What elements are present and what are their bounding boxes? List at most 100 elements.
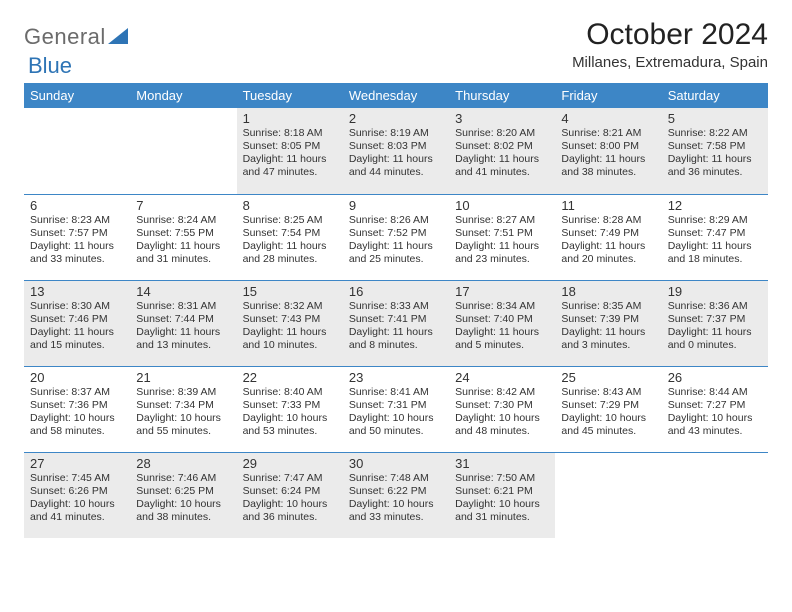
daylight-text: Daylight: 11 hours and 36 minutes. <box>668 153 762 179</box>
calendar-day-cell: 15Sunrise: 8:32 AMSunset: 7:43 PMDayligh… <box>237 280 343 366</box>
sunrise-text: Sunrise: 7:45 AM <box>30 472 124 485</box>
day-number: 15 <box>243 284 337 299</box>
title-block: October 2024 Millanes, Extremadura, Spai… <box>572 18 768 71</box>
day-info: Sunrise: 7:46 AMSunset: 6:25 PMDaylight:… <box>136 472 230 525</box>
daylight-text: Daylight: 11 hours and 10 minutes. <box>243 326 337 352</box>
calendar-day-cell: 19Sunrise: 8:36 AMSunset: 7:37 PMDayligh… <box>662 280 768 366</box>
day-number: 16 <box>349 284 443 299</box>
day-info: Sunrise: 8:44 AMSunset: 7:27 PMDaylight:… <box>668 386 762 439</box>
daylight-text: Daylight: 10 hours and 50 minutes. <box>349 412 443 438</box>
daylight-text: Daylight: 11 hours and 5 minutes. <box>455 326 549 352</box>
sunset-text: Sunset: 6:26 PM <box>30 485 124 498</box>
sunset-text: Sunset: 7:33 PM <box>243 399 337 412</box>
calendar-week-row: 13Sunrise: 8:30 AMSunset: 7:46 PMDayligh… <box>24 280 768 366</box>
daylight-text: Daylight: 11 hours and 33 minutes. <box>30 240 124 266</box>
calendar-header-row: SundayMondayTuesdayWednesdayThursdayFrid… <box>24 83 768 108</box>
daylight-text: Daylight: 10 hours and 41 minutes. <box>30 498 124 524</box>
day-number: 25 <box>561 370 655 385</box>
brand-triangle-icon <box>108 24 128 50</box>
day-number: 13 <box>30 284 124 299</box>
daylight-text: Daylight: 10 hours and 31 minutes. <box>455 498 549 524</box>
calendar-day-cell: 28Sunrise: 7:46 AMSunset: 6:25 PMDayligh… <box>130 452 236 538</box>
daylight-text: Daylight: 11 hours and 0 minutes. <box>668 326 762 352</box>
day-info: Sunrise: 8:41 AMSunset: 7:31 PMDaylight:… <box>349 386 443 439</box>
day-number: 19 <box>668 284 762 299</box>
day-number: 6 <box>30 198 124 213</box>
calendar-day-cell: 4Sunrise: 8:21 AMSunset: 8:00 PMDaylight… <box>555 108 661 194</box>
daylight-text: Daylight: 11 hours and 13 minutes. <box>136 326 230 352</box>
day-number: 22 <box>243 370 337 385</box>
day-number: 27 <box>30 456 124 471</box>
daylight-text: Daylight: 10 hours and 38 minutes. <box>136 498 230 524</box>
day-info: Sunrise: 8:39 AMSunset: 7:34 PMDaylight:… <box>136 386 230 439</box>
calendar-day-cell: 23Sunrise: 8:41 AMSunset: 7:31 PMDayligh… <box>343 366 449 452</box>
calendar-day-cell: 26Sunrise: 8:44 AMSunset: 7:27 PMDayligh… <box>662 366 768 452</box>
sunrise-text: Sunrise: 8:22 AM <box>668 127 762 140</box>
day-info: Sunrise: 8:18 AMSunset: 8:05 PMDaylight:… <box>243 127 337 180</box>
calendar-day-cell <box>662 452 768 538</box>
calendar-day-cell: 29Sunrise: 7:47 AMSunset: 6:24 PMDayligh… <box>237 452 343 538</box>
month-title: October 2024 <box>572 18 768 52</box>
calendar-day-cell <box>130 108 236 194</box>
sunrise-text: Sunrise: 8:23 AM <box>30 214 124 227</box>
sunset-text: Sunset: 8:05 PM <box>243 140 337 153</box>
daylight-text: Daylight: 11 hours and 31 minutes. <box>136 240 230 266</box>
day-info: Sunrise: 8:27 AMSunset: 7:51 PMDaylight:… <box>455 214 549 267</box>
day-info: Sunrise: 8:36 AMSunset: 7:37 PMDaylight:… <box>668 300 762 353</box>
day-info: Sunrise: 8:42 AMSunset: 7:30 PMDaylight:… <box>455 386 549 439</box>
day-header: Friday <box>555 83 661 108</box>
sunset-text: Sunset: 7:39 PM <box>561 313 655 326</box>
daylight-text: Daylight: 10 hours and 53 minutes. <box>243 412 337 438</box>
day-header: Thursday <box>449 83 555 108</box>
calendar-day-cell <box>24 108 130 194</box>
sunrise-text: Sunrise: 8:19 AM <box>349 127 443 140</box>
day-number: 8 <box>243 198 337 213</box>
daylight-text: Daylight: 10 hours and 36 minutes. <box>243 498 337 524</box>
day-number: 20 <box>30 370 124 385</box>
calendar-day-cell: 12Sunrise: 8:29 AMSunset: 7:47 PMDayligh… <box>662 194 768 280</box>
sunrise-text: Sunrise: 8:35 AM <box>561 300 655 313</box>
sunrise-text: Sunrise: 8:39 AM <box>136 386 230 399</box>
day-info: Sunrise: 7:48 AMSunset: 6:22 PMDaylight:… <box>349 472 443 525</box>
sunset-text: Sunset: 7:30 PM <box>455 399 549 412</box>
day-header: Sunday <box>24 83 130 108</box>
daylight-text: Daylight: 10 hours and 55 minutes. <box>136 412 230 438</box>
sunrise-text: Sunrise: 8:30 AM <box>30 300 124 313</box>
daylight-text: Daylight: 11 hours and 41 minutes. <box>455 153 549 179</box>
sunset-text: Sunset: 7:40 PM <box>455 313 549 326</box>
day-info: Sunrise: 8:29 AMSunset: 7:47 PMDaylight:… <box>668 214 762 267</box>
day-info: Sunrise: 7:45 AMSunset: 6:26 PMDaylight:… <box>30 472 124 525</box>
sunset-text: Sunset: 7:29 PM <box>561 399 655 412</box>
sunrise-text: Sunrise: 8:41 AM <box>349 386 443 399</box>
day-number: 10 <box>455 198 549 213</box>
sunrise-text: Sunrise: 7:48 AM <box>349 472 443 485</box>
sunrise-text: Sunrise: 8:34 AM <box>455 300 549 313</box>
daylight-text: Daylight: 11 hours and 3 minutes. <box>561 326 655 352</box>
daylight-text: Daylight: 10 hours and 33 minutes. <box>349 498 443 524</box>
day-info: Sunrise: 8:30 AMSunset: 7:46 PMDaylight:… <box>30 300 124 353</box>
sunrise-text: Sunrise: 8:29 AM <box>668 214 762 227</box>
sunrise-text: Sunrise: 8:18 AM <box>243 127 337 140</box>
day-info: Sunrise: 8:34 AMSunset: 7:40 PMDaylight:… <box>455 300 549 353</box>
calendar-week-row: 20Sunrise: 8:37 AMSunset: 7:36 PMDayligh… <box>24 366 768 452</box>
daylight-text: Daylight: 11 hours and 23 minutes. <box>455 240 549 266</box>
sunset-text: Sunset: 7:43 PM <box>243 313 337 326</box>
calendar-day-cell: 21Sunrise: 8:39 AMSunset: 7:34 PMDayligh… <box>130 366 236 452</box>
day-info: Sunrise: 8:33 AMSunset: 7:41 PMDaylight:… <box>349 300 443 353</box>
sunset-text: Sunset: 7:31 PM <box>349 399 443 412</box>
sunset-text: Sunset: 7:55 PM <box>136 227 230 240</box>
day-number: 26 <box>668 370 762 385</box>
calendar-day-cell: 27Sunrise: 7:45 AMSunset: 6:26 PMDayligh… <box>24 452 130 538</box>
day-number: 28 <box>136 456 230 471</box>
day-number: 17 <box>455 284 549 299</box>
sunset-text: Sunset: 6:25 PM <box>136 485 230 498</box>
daylight-text: Daylight: 11 hours and 15 minutes. <box>30 326 124 352</box>
sunrise-text: Sunrise: 7:47 AM <box>243 472 337 485</box>
calendar-day-cell: 6Sunrise: 8:23 AMSunset: 7:57 PMDaylight… <box>24 194 130 280</box>
day-info: Sunrise: 8:20 AMSunset: 8:02 PMDaylight:… <box>455 127 549 180</box>
sunrise-text: Sunrise: 8:37 AM <box>30 386 124 399</box>
sunrise-text: Sunrise: 8:20 AM <box>455 127 549 140</box>
day-number: 14 <box>136 284 230 299</box>
calendar-day-cell <box>555 452 661 538</box>
day-number: 23 <box>349 370 443 385</box>
